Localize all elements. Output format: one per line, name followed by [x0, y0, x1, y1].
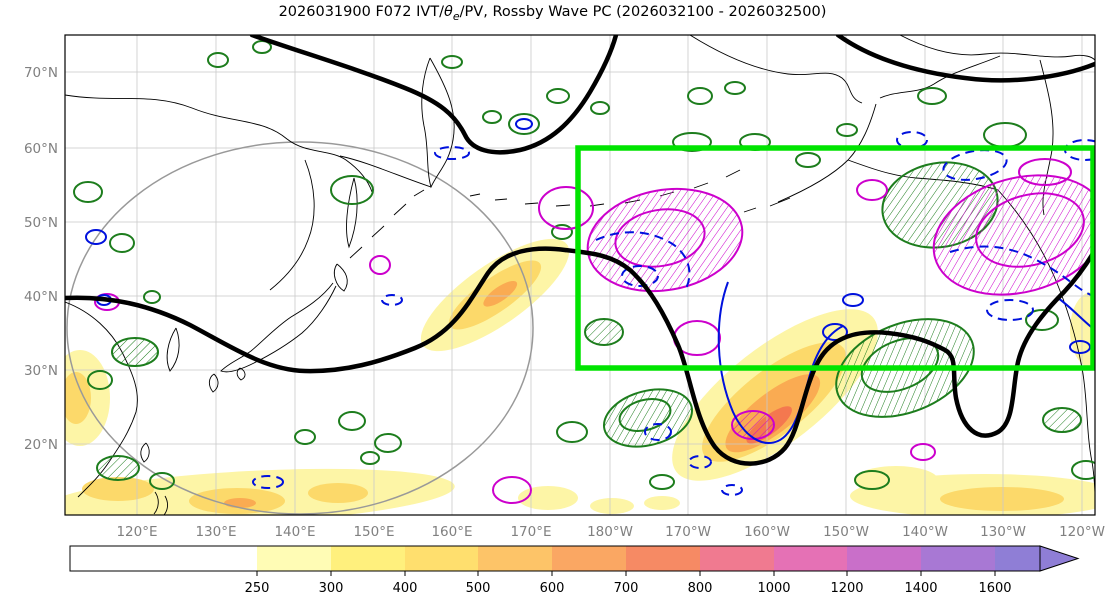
- colorbar-tick-label: 1600: [978, 581, 1011, 596]
- colorbar-tick-label: 700: [614, 581, 639, 596]
- blue-contours: [85, 118, 1095, 444]
- lat-tick-label: 70°N: [24, 65, 58, 81]
- lon-tick-label: 180°W: [587, 524, 633, 540]
- plot-border: [64, 34, 1096, 516]
- title-prefix: 2026031900 F072 IVT/: [278, 4, 445, 20]
- colorbar-tick-label: 600: [540, 581, 565, 596]
- lat-tick-label: 40°N: [24, 289, 58, 305]
- pv-waveguide-contours: [65, 35, 1095, 466]
- colorbar-outline: [69, 545, 1041, 572]
- lon-tick-label: 170°E: [510, 524, 551, 540]
- lon-tick-label: 160°E: [431, 524, 472, 540]
- colorbar-segment: [478, 546, 552, 571]
- colorbar-tick-marks: [256, 571, 996, 576]
- colorbar-tick-label: 400: [393, 581, 418, 596]
- title-suffix: /PV, Rossby Wave PC (2026032100 - 202603…: [459, 4, 827, 20]
- colorbar-segment: [552, 546, 626, 571]
- colorbar-segment: [774, 546, 847, 571]
- title-theta: θ: [444, 4, 453, 20]
- coastlines: [65, 35, 1095, 515]
- analysis-ellipse: [66, 141, 534, 515]
- lon-tick-label: 150°W: [823, 524, 869, 540]
- colorbar-segment: [700, 546, 774, 571]
- lon-tick-label: 140°W: [902, 524, 948, 540]
- lat-tick-label: 20°N: [24, 437, 58, 453]
- colorbar-segment: [257, 546, 331, 571]
- colorbar-tick-labels: 250 300 400 500 600 700 800 1000 1200 14…: [245, 581, 1012, 596]
- map-plot-area: [65, 35, 1095, 515]
- lon-tick-label: 140°E: [274, 524, 315, 540]
- lon-tick-label: 160°W: [744, 524, 790, 540]
- colorbar-segment: [331, 546, 405, 571]
- lat-tick-label: 60°N: [24, 141, 58, 157]
- colorbar-segment: [405, 546, 478, 571]
- colorbar-tick-label: 500: [466, 581, 491, 596]
- lat-tick-label: 50°N: [24, 215, 58, 231]
- magenta-contours: [94, 158, 1095, 504]
- colorbar-segment: [70, 546, 257, 571]
- colorbar-tick-label: 250: [245, 581, 270, 596]
- lon-tick-label: 120°E: [116, 524, 157, 540]
- colorbar-extend-arrow: [1039, 545, 1080, 572]
- colorbar: 250 300 400 500 600 700 800 1000 1200 14…: [69, 545, 1080, 596]
- colorbar-tick-label: 800: [688, 581, 713, 596]
- lon-tick-label: 120°W: [1059, 524, 1105, 540]
- highlight-box: [575, 145, 1095, 371]
- colorbar-tick-label: 300: [319, 581, 344, 596]
- colorbar-tick-label: 1400: [904, 581, 937, 596]
- lon-tick-label: 150°E: [353, 524, 394, 540]
- lat-tick-label: 30°N: [24, 363, 58, 379]
- colorbar-segment: [921, 546, 995, 571]
- pv-contour-northeast: [835, 35, 1095, 83]
- pv-contour-north: [249, 35, 619, 155]
- pv-contour-main: [65, 246, 1095, 466]
- colorbar-tick-label: 1200: [830, 581, 863, 596]
- colorbar-segment: [626, 546, 700, 571]
- lon-tick-label: 130°E: [195, 524, 236, 540]
- lon-tick-label: 130°W: [980, 524, 1026, 540]
- colorbar-segment: [847, 546, 921, 571]
- title-theta-sub: e: [452, 9, 460, 23]
- colorbar-tick-label: 1000: [757, 581, 790, 596]
- colorbar-segment: [995, 546, 1040, 571]
- lat-axis: 70°N 60°N 50°N 40°N 30°N 20°N: [24, 65, 58, 453]
- chart-title: 2026031900 F072 IVT/θe/PV, Rossby Wave P…: [0, 4, 1105, 23]
- lon-axis: 120°E 130°E 140°E 150°E 160°E 170°E 180°…: [116, 524, 1104, 540]
- lon-tick-label: 170°W: [665, 524, 711, 540]
